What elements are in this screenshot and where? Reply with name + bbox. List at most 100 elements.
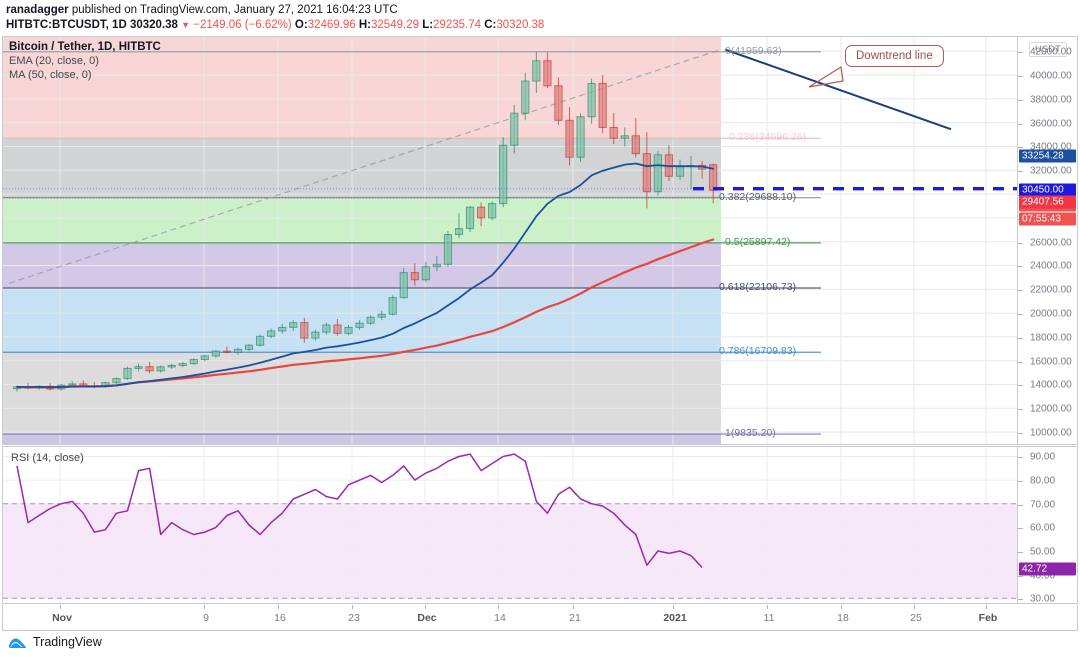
fib-label-4: 0.618(22106.73)	[719, 281, 797, 294]
fib-band-6	[3, 434, 721, 444]
candle	[233, 348, 243, 353]
candle	[432, 263, 441, 268]
time-tick-label-7: 2021	[663, 612, 687, 624]
time-tick-label-0: Nov	[52, 612, 72, 624]
low-value: 29235.74	[433, 19, 482, 31]
price-tick-label-3: 36000.00	[1030, 118, 1072, 130]
candle	[477, 206, 486, 219]
time-tick-label-3: 23	[348, 612, 360, 624]
candle	[222, 350, 232, 353]
candle	[543, 60, 552, 87]
price-tick	[1018, 385, 1023, 387]
price-plot-area[interactable]: 0(41959.63) 0.236(34696.26) 0.382(29688.10…	[3, 37, 1017, 444]
time-tick	[204, 605, 205, 609]
rsi-pane[interactable]: RSI (14, close)	[2, 446, 1018, 604]
candle	[642, 153, 651, 193]
rsi-tick	[1018, 575, 1023, 577]
price-tick	[1018, 52, 1023, 54]
price-tick	[1018, 337, 1023, 339]
symbol-label[interactable]: HITBTC:BTCUSDT, 1D	[6, 19, 127, 31]
quote-line: HITBTC:BTCUSDT, 1D 30320.38 ▼ −2149.06 (…	[6, 18, 1080, 33]
rsi-tick	[1018, 457, 1023, 459]
price-chart-pane[interactable]: Bitcoin / Tether, 1D, HITBTC EMA (20, cl…	[2, 36, 1018, 445]
candle	[366, 316, 375, 324]
currency-unit-badge[interactable]: USDT	[1029, 42, 1067, 57]
price-tick-label-5: 32000.00	[1030, 165, 1072, 177]
candle	[620, 135, 629, 139]
fib-label-2: 0.382(29688.10)	[719, 190, 797, 203]
time-tick-label-10: 25	[910, 612, 922, 624]
candle	[532, 60, 541, 82]
price-tick	[1018, 123, 1023, 125]
price-badge-4[interactable]: 29407.56	[1019, 195, 1076, 209]
rsi-legend[interactable]: RSI (14, close)	[11, 452, 84, 464]
candle	[355, 322, 364, 328]
price-tick	[1018, 409, 1023, 411]
price-tick	[1018, 266, 1023, 268]
candle	[399, 272, 408, 299]
fib-label-1: 0.236(34696.26)	[729, 131, 807, 144]
price-badge-0[interactable]: 33254.28	[1019, 149, 1076, 163]
price-badge-3[interactable]: 07:55:43	[1019, 212, 1076, 226]
candle	[454, 228, 464, 236]
downtrend-line-callout[interactable]: Downtrend line	[845, 45, 944, 67]
price-tick	[1018, 361, 1023, 363]
candle	[123, 367, 132, 380]
candle	[631, 135, 640, 155]
candle	[322, 324, 331, 333]
candle	[178, 363, 187, 366]
price-tick-label-16: 10000.00	[1030, 427, 1072, 439]
downtrend-line	[724, 48, 952, 131]
candle	[587, 82, 596, 118]
candle	[278, 326, 287, 332]
rsi-tick-label-3: 60.00	[1030, 522, 1056, 534]
rsi-tick	[1018, 481, 1023, 483]
rsi-tick	[1018, 504, 1023, 506]
price-change: −2149.06 (−6.62%)	[193, 19, 292, 31]
time-tick-label-4: Dec	[417, 612, 437, 624]
candle	[244, 344, 254, 350]
high-key: H:	[358, 19, 372, 31]
rsi-value-badge[interactable]: 42.72	[1019, 562, 1076, 576]
rsi-tick-label-1: 80.00	[1030, 475, 1056, 487]
price-badge-1[interactable]: 30450.00	[1019, 183, 1076, 197]
price-scale[interactable]: USDT 42000.00 40000.00 38000.00 36000.00 340…	[1018, 36, 1078, 445]
price-tick-label-12: 18000.00	[1030, 332, 1072, 344]
candle	[565, 119, 574, 158]
candle	[421, 266, 430, 281]
rsi-plot-area[interactable]	[3, 447, 1017, 603]
price-tick-label-15: 12000.00	[1030, 403, 1072, 415]
time-tick-label-9: 18	[837, 612, 849, 624]
candle	[189, 359, 198, 365]
price-tick	[1018, 99, 1023, 101]
time-scale[interactable]: Nov 9 16 23 Dec 14 21 2021 11 18 25 Feb	[2, 605, 1078, 631]
time-tick	[573, 605, 574, 609]
candle	[465, 206, 475, 230]
candle	[443, 234, 453, 265]
fib-label-3: 0.5(25897.42)	[725, 235, 791, 248]
callout-leader	[808, 66, 844, 88]
rsi-scale[interactable]: 90.0080.0070.0060.0050.0040.0030.0042.72…	[1018, 446, 1078, 604]
price-tick	[1018, 290, 1023, 292]
rsi-line	[16, 453, 703, 569]
rsi-tick	[1018, 552, 1023, 553]
price-tick	[1018, 147, 1023, 149]
tradingview-wordmark: TradingView	[33, 634, 102, 649]
rsi-tick	[1018, 599, 1023, 601]
price-tick-label-10: 22000.00	[1030, 284, 1072, 296]
last-price: 30320.38	[129, 19, 178, 31]
candle	[333, 324, 342, 334]
candle	[300, 322, 309, 339]
candle	[145, 366, 154, 372]
candle	[488, 203, 497, 219]
candle	[653, 154, 662, 193]
price-tick	[1018, 433, 1023, 435]
footer: TradingView	[8, 634, 102, 649]
price-tick-label-0: 42000.00	[1030, 46, 1072, 58]
price-tick-label-9: 24000.00	[1030, 260, 1072, 272]
candle	[344, 326, 353, 334]
candle	[289, 322, 298, 328]
price-tick-label-4: 34000.00	[1030, 141, 1072, 153]
candle	[200, 355, 209, 361]
